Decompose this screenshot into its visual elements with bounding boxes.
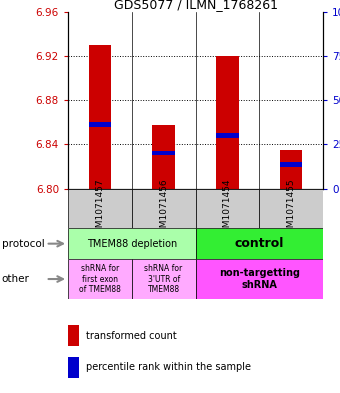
Text: control: control [235, 237, 284, 250]
Text: GSM1071457: GSM1071457 [96, 178, 104, 239]
Bar [68, 325, 80, 346]
Text: TMEM88 depletion: TMEM88 depletion [87, 239, 177, 249]
Text: percentile rank within the sample: percentile rank within the sample [86, 362, 251, 373]
Text: shRNA for
first exon
of TMEM88: shRNA for first exon of TMEM88 [79, 264, 121, 294]
Bar [152, 125, 175, 189]
Bar [195, 189, 259, 228]
Text: GSM1071456: GSM1071456 [159, 178, 168, 239]
Bar [216, 56, 239, 189]
Text: transformed count: transformed count [86, 331, 176, 341]
Bar [68, 357, 80, 378]
Bar [68, 189, 132, 228]
Bar [280, 162, 302, 167]
Bar [152, 151, 175, 156]
Title: GDS5077 / ILMN_1768261: GDS5077 / ILMN_1768261 [114, 0, 277, 11]
Bar [132, 259, 196, 299]
Bar [89, 45, 111, 189]
Bar [216, 133, 239, 138]
Text: protocol: protocol [2, 239, 45, 249]
Bar [68, 259, 132, 299]
Text: non-targetting
shRNA: non-targetting shRNA [219, 268, 300, 290]
Bar [195, 259, 323, 299]
Text: other: other [2, 274, 30, 284]
Bar [280, 150, 302, 189]
Bar [132, 189, 196, 228]
Bar [195, 228, 323, 259]
Bar [89, 122, 111, 127]
Text: GSM1071454: GSM1071454 [223, 178, 232, 239]
Bar [68, 228, 196, 259]
Text: shRNA for
3'UTR of
TMEM88: shRNA for 3'UTR of TMEM88 [144, 264, 183, 294]
Bar [259, 189, 323, 228]
Text: GSM1071455: GSM1071455 [287, 178, 295, 239]
